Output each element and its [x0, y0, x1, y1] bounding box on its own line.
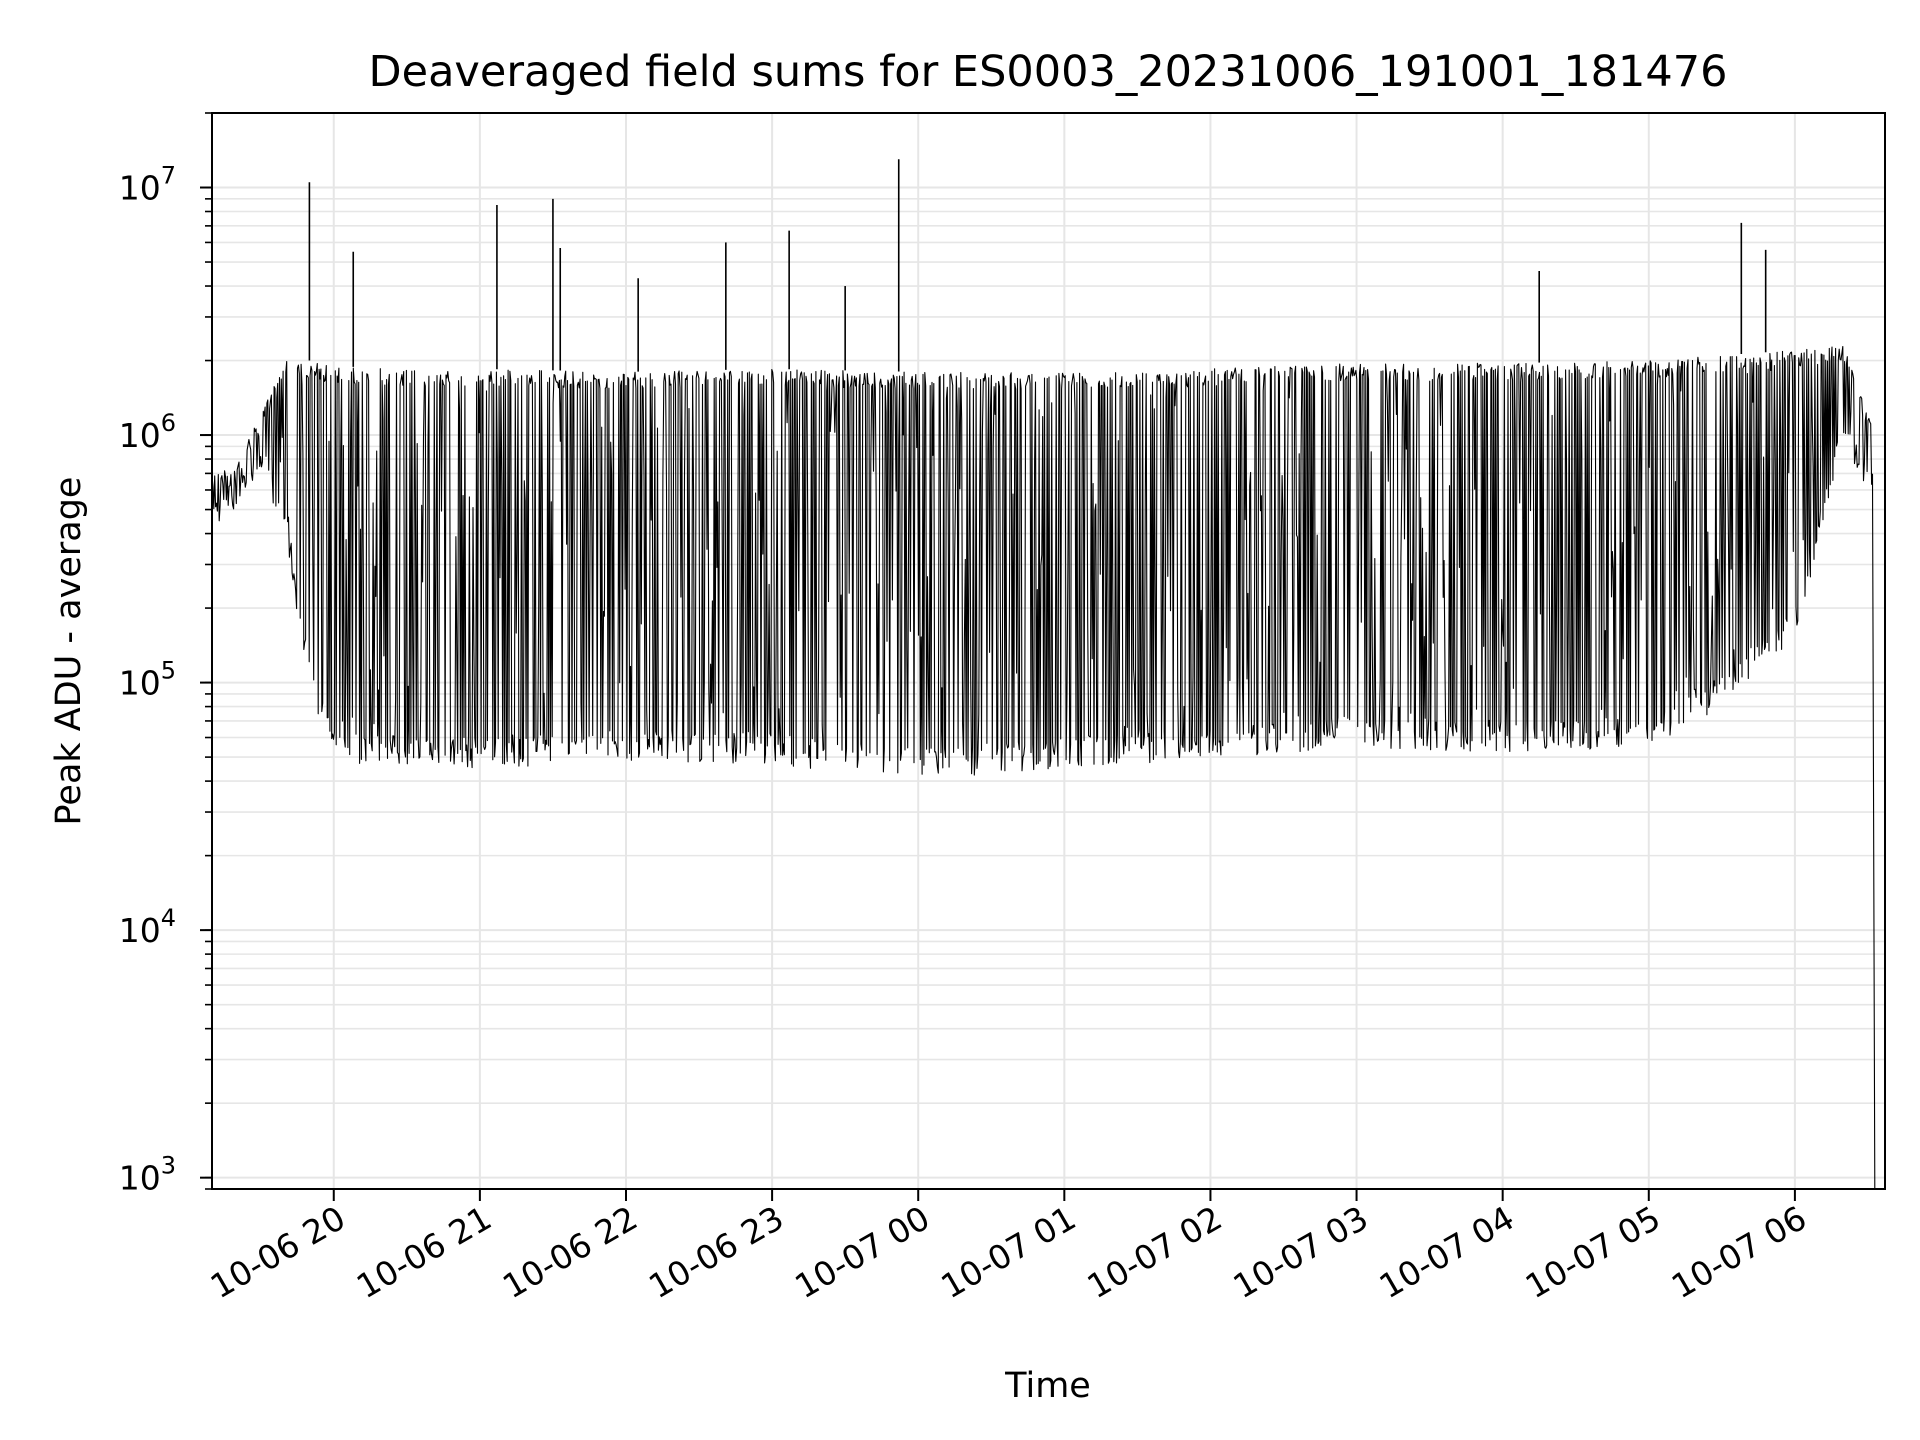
y-tick-exponent: 5: [161, 657, 176, 685]
y-tick-label: 105: [119, 657, 176, 703]
series-line: [211, 159, 1876, 1190]
y-tick-base: 10: [119, 1159, 161, 1198]
y-tick-exponent: 4: [161, 904, 176, 932]
y-tick-label: 106: [119, 409, 176, 455]
y-tick-label: 107: [119, 162, 176, 208]
y-tick-label: 104: [119, 904, 176, 950]
y-tick-base: 10: [119, 416, 161, 455]
x-axis-label: Time: [1004, 1366, 1091, 1406]
chart-title: Deaveraged field sums for ES0003_2023100…: [369, 47, 1728, 97]
y-tick-base: 10: [119, 664, 161, 703]
y-tick-base: 10: [119, 169, 161, 208]
y-tick-label: 103: [119, 1152, 176, 1198]
y-axis-label: Peak ADU - average: [49, 477, 89, 826]
plot-frame: [211, 112, 1886, 1190]
y-tick-exponent: 6: [161, 409, 176, 437]
y-tick-exponent: 7: [161, 162, 176, 190]
y-tick-base: 10: [119, 911, 161, 950]
series-trace: [211, 345, 1876, 1190]
y-tick-exponent: 3: [161, 1152, 176, 1180]
